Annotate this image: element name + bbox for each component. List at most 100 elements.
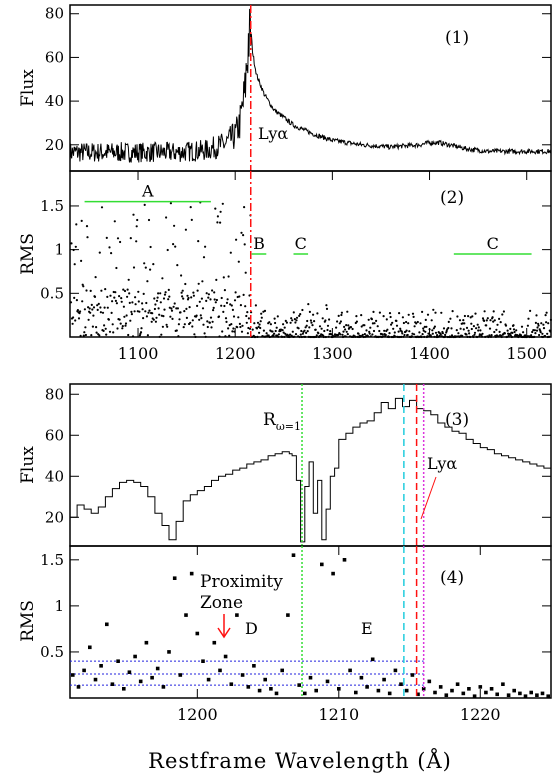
rms-point [398, 335, 401, 339]
y-tick-label: 80 [45, 5, 64, 23]
rms-point [401, 316, 404, 319]
rms-point [110, 682, 115, 686]
rms-point [459, 327, 462, 330]
rms-point [240, 330, 244, 333]
rms-point [489, 335, 493, 338]
rms-point [493, 330, 496, 334]
rms-point [76, 685, 81, 689]
rms-point [72, 316, 75, 319]
region-label: A [141, 182, 154, 201]
rms-point [280, 668, 284, 673]
rms-point [209, 298, 212, 301]
rms-point [391, 321, 394, 324]
rms-point [455, 335, 458, 338]
rms-point [416, 320, 419, 324]
x-tick-label: 1100 [118, 344, 159, 363]
rms-point [501, 313, 504, 316]
rms-point [425, 325, 428, 328]
rms-point [488, 327, 492, 330]
rms-point [451, 310, 454, 313]
rms-point [216, 215, 219, 218]
rms-point [195, 631, 200, 636]
rms-point [235, 613, 239, 617]
rms-point [84, 326, 87, 329]
rms-point [173, 302, 176, 305]
rms-point [293, 335, 296, 338]
rms-point [181, 289, 184, 292]
rms-point [377, 335, 380, 338]
rms-point [88, 307, 91, 310]
rms-point [161, 325, 164, 328]
rms-point [98, 251, 101, 254]
rms-point [167, 298, 170, 301]
rms-point [94, 276, 97, 279]
y-tick-label: 20 [45, 136, 64, 154]
rms-point [89, 289, 92, 292]
rms-point [204, 335, 207, 338]
region-e-label: E [361, 619, 373, 638]
rms-point [179, 311, 182, 314]
rms-point [112, 331, 115, 334]
rms-point [465, 333, 468, 336]
rms-point [126, 295, 129, 298]
zone-label: Zone [200, 593, 243, 613]
rms-point [257, 688, 262, 693]
rms-point [355, 315, 358, 318]
rms-point [347, 324, 350, 327]
rms-point [351, 327, 354, 331]
rms-point [147, 311, 150, 314]
rms-point [490, 334, 493, 337]
rms-point [238, 322, 241, 325]
rms-point [163, 293, 167, 296]
rms-point [291, 553, 296, 557]
rms-point [326, 328, 329, 332]
rms-point [469, 316, 472, 319]
rms-point [108, 330, 112, 333]
rms-point [402, 321, 405, 325]
rms-point [309, 319, 312, 322]
rms-point [79, 334, 82, 337]
rms-point [211, 289, 214, 292]
rms-point [455, 682, 460, 686]
rms-point [223, 289, 226, 292]
rms-point [97, 302, 100, 305]
rms-point [223, 654, 228, 659]
rms-point [143, 203, 146, 206]
rms-point [507, 334, 510, 338]
rms-point [492, 320, 495, 323]
rms-point [433, 325, 436, 328]
rms-point [421, 687, 426, 691]
rms-point [506, 329, 509, 332]
rms-point [479, 329, 482, 332]
y-tick-label: 60 [45, 48, 64, 66]
rms-point [171, 317, 174, 320]
rms-point [158, 335, 161, 338]
rms-point [281, 329, 284, 332]
rms-point [416, 692, 420, 697]
rms-point [290, 334, 293, 337]
y-tick-label: 60 [45, 426, 64, 444]
rms-point [132, 266, 136, 269]
rms-point [231, 330, 234, 333]
rms-point [273, 332, 276, 335]
rms-point [285, 321, 288, 324]
rms-point [441, 332, 444, 335]
rms-point [395, 324, 399, 327]
rms-point [100, 206, 104, 209]
rms-point [522, 331, 525, 334]
rms-point [367, 318, 370, 321]
rms-point [99, 311, 102, 314]
panel-3-plot: 20 40 60 80 [45, 384, 551, 546]
rms-point [257, 325, 260, 328]
rms-point [341, 333, 344, 336]
y-tick-label: 0.5 [40, 643, 64, 661]
rms-point [242, 293, 245, 296]
rms-point [258, 331, 261, 334]
rms-point [69, 301, 73, 304]
rms-point [512, 324, 515, 327]
rms-point [262, 329, 265, 332]
rms-point [205, 292, 208, 295]
rms-point [246, 311, 249, 314]
rms-point [446, 335, 449, 339]
